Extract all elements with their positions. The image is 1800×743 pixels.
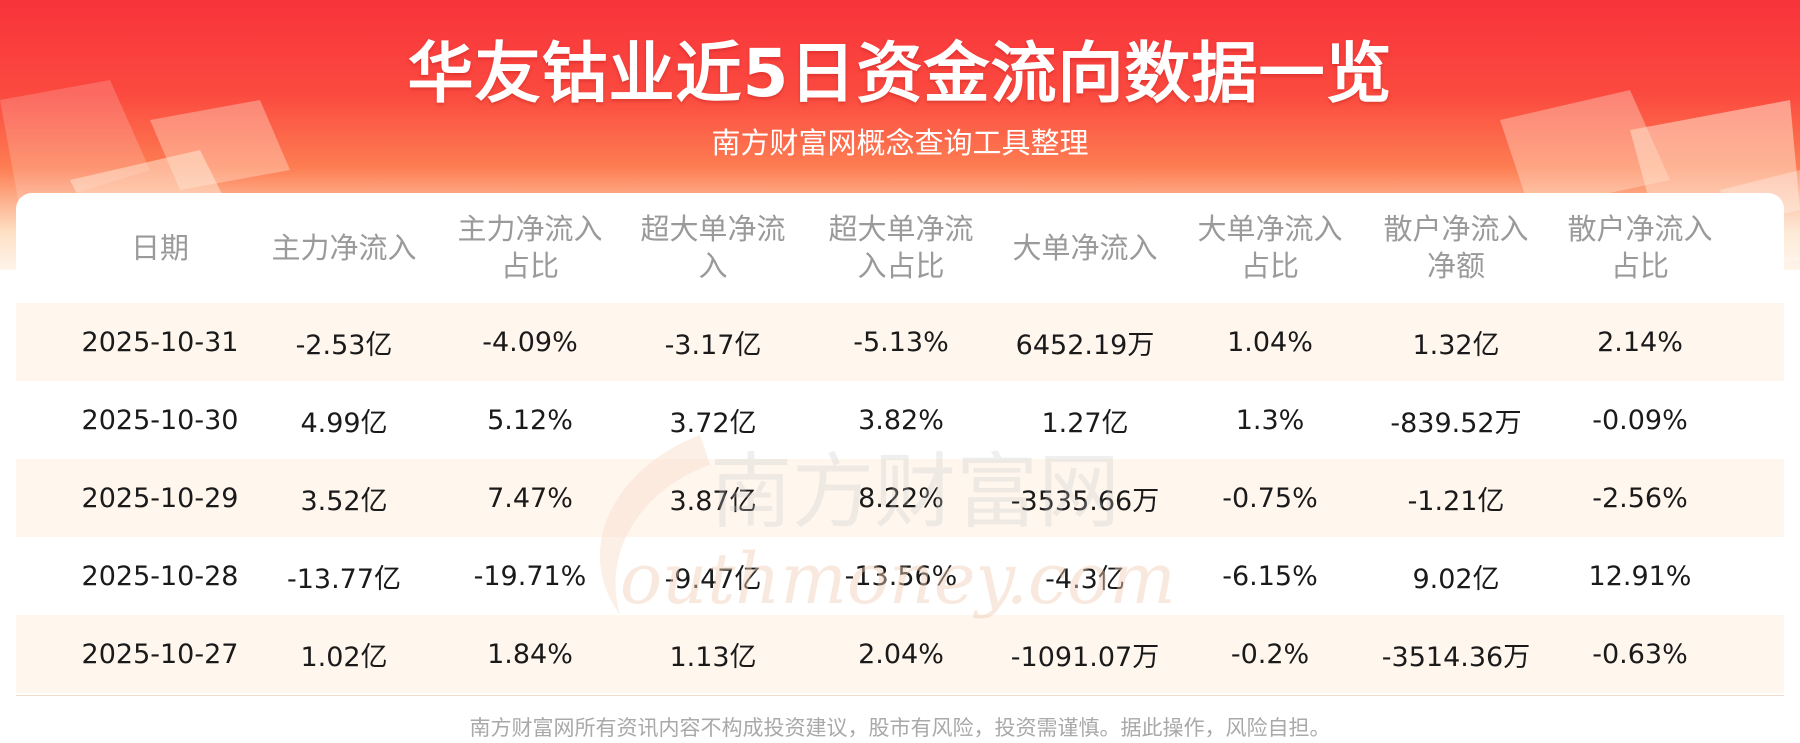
page-title: 华友钴业近5日资金流向数据一览	[407, 35, 1393, 112]
column-header-line: 入	[698, 249, 728, 283]
cell-retail-net-inflow-ratio: -0.63%	[1592, 638, 1688, 670]
column-header-date: 日期	[69, 193, 251, 303]
column-header-line: 占比	[500, 249, 559, 283]
column-header-retail-net-inflow: 散户净流入 净额	[1365, 193, 1547, 303]
cell-large-net-inflow-ratio: 1.04%	[1227, 326, 1313, 358]
cell-retail-net-inflow: -839.52万	[1390, 407, 1522, 439]
cell-super-large-net-inflow: 3.87亿	[669, 485, 757, 517]
column-header-line: 净额	[1426, 249, 1485, 283]
cell-retail-net-inflow-ratio: -0.09%	[1592, 404, 1688, 436]
column-header-line: 大单净流入	[1197, 212, 1343, 246]
table-row: 2025-10-30 4.99亿 5.12% 3.72亿 3.82% 1.27亿 1.3% -…	[16, 381, 1784, 459]
cell-retail-net-inflow: -3514.36万	[1381, 641, 1531, 673]
column-header-line: 主力净流入	[271, 230, 417, 265]
page-subtitle: 南方财富网概念查询工具整理	[711, 126, 1089, 160]
cell-retail-net-inflow-ratio: 12.91%	[1588, 560, 1692, 592]
table-row: 2025-10-27 1.02亿 1.84% 1.13亿 2.04% -1091.07万 -…	[16, 615, 1784, 693]
cell-large-net-inflow-ratio: 1.3%	[1235, 404, 1305, 436]
column-header-line: 大单净流入	[1012, 230, 1158, 265]
cell-super-large-net-inflow-ratio: 2.04%	[858, 638, 944, 670]
column-header-large-net-inflow-ratio: 大单净流入 占比	[1179, 193, 1361, 303]
cell-large-net-inflow-ratio: -6.15%	[1222, 560, 1318, 592]
cell-large-net-inflow: 6452.19万	[1015, 329, 1155, 361]
column-header-large-net-inflow: 大单净流入	[994, 193, 1176, 303]
cell-main-net-inflow: 1.02亿	[300, 641, 388, 673]
cell-super-large-net-inflow: -3.17亿	[664, 329, 762, 361]
column-header-main-net-inflow: 主力净流入	[253, 193, 435, 303]
cell-main-net-inflow-ratio: 5.12%	[487, 404, 573, 436]
column-header-line: 占比	[1240, 249, 1299, 283]
column-header-line: 超大单净流	[828, 212, 974, 246]
column-header-line: 散户净流入	[1383, 212, 1529, 246]
table-row: 2025-10-28 -13.77亿 -19.71% -9.47亿 -13.56% -4.…	[16, 537, 1784, 615]
cell-date: 2025-10-29	[81, 482, 239, 514]
column-header-super-large-net-inflow-ratio: 超大单净流 入占比	[810, 193, 992, 303]
cell-main-net-inflow-ratio: -19.71%	[473, 560, 587, 592]
cell-retail-net-inflow-ratio: -2.56%	[1592, 482, 1688, 514]
column-header-line: 超大单净流	[640, 212, 786, 246]
cell-main-net-inflow: 4.99亿	[300, 407, 388, 439]
watermark-logo: 南方财富网 outhmoney.com	[599, 435, 1176, 620]
table-row: 2025-10-29 3.52亿 7.47% 3.87亿 8.22% -3535.66万 -…	[16, 459, 1784, 537]
cell-super-large-net-inflow-ratio: 3.82%	[858, 404, 944, 436]
column-header-line: 主力净流入	[457, 212, 603, 246]
footer-disclaimer: 南方财富网所有资讯内容不构成投资建议，股市有风险，投资需谨慎。据此操作，风险自担…	[469, 716, 1331, 740]
cell-date: 2025-10-31	[81, 326, 239, 358]
cell-main-net-inflow: -2.53亿	[295, 329, 393, 361]
column-header-retail-net-inflow-ratio: 散户净流入 占比	[1549, 193, 1731, 303]
cell-super-large-net-inflow: 3.72亿	[669, 407, 757, 439]
cell-main-net-inflow-ratio: -4.09%	[482, 326, 578, 358]
cell-date: 2025-10-27	[81, 638, 239, 670]
cell-retail-net-inflow: -1.21亿	[1407, 485, 1505, 517]
cell-retail-net-inflow: 1.32亿	[1412, 329, 1500, 361]
watermark-text-en: outhmoney.com	[620, 538, 1176, 620]
footer-divider	[16, 695, 1784, 696]
cell-large-net-inflow-ratio: -0.2%	[1230, 638, 1310, 670]
cell-super-large-net-inflow: 1.13亿	[669, 641, 757, 673]
cell-super-large-net-inflow-ratio: 8.22%	[858, 482, 944, 514]
cell-super-large-net-inflow-ratio: -5.13%	[853, 326, 949, 358]
fund-flow-table: 日期 主力净流入 主力净流入 占比 超大单净流入超大单净流 入占比 大单净流入 大单净流入 占比…	[16, 193, 1784, 693]
cell-main-net-inflow: -13.77亿	[286, 563, 402, 595]
cell-retail-net-inflow: 9.02亿	[1412, 563, 1500, 595]
table-header-row: 日期 主力净流入 主力净流入 占比 超大单净流入超大单净流 入占比 大单净流入 大单净流入 占比…	[16, 193, 1784, 303]
column-header-line: 入占比	[857, 249, 945, 283]
cell-main-net-inflow: 3.52亿	[300, 485, 388, 517]
table-row: 2025-10-31 -2.53亿 -4.09% -3.17亿 -5.13% 6452.1…	[16, 303, 1784, 381]
cell-main-net-inflow-ratio: 7.47%	[487, 482, 573, 514]
cell-large-net-inflow: -1091.07万	[1010, 641, 1160, 673]
watermark-text-cn: 南方财富网	[710, 445, 1120, 540]
cell-super-large-net-inflow-ratio: -13.56%	[844, 560, 958, 592]
column-header-super-large-net-inflow: 超大单净流入	[622, 193, 804, 303]
cell-large-net-inflow: -4.3亿	[1045, 563, 1125, 595]
cell-date: 2025-10-28	[81, 560, 239, 592]
cell-large-net-inflow: -3535.66万	[1010, 485, 1160, 517]
cell-large-net-inflow-ratio: -0.75%	[1222, 482, 1318, 514]
column-header-line: 散户净流入	[1567, 212, 1713, 246]
cell-super-large-net-inflow: -9.47亿	[664, 563, 762, 595]
column-header-main-net-inflow-ratio: 主力净流入 占比	[439, 193, 621, 303]
column-header-line: 日期	[130, 230, 189, 265]
cell-large-net-inflow: 1.27亿	[1041, 407, 1129, 439]
cell-retail-net-inflow-ratio: 2.14%	[1597, 326, 1683, 358]
column-header-line: 占比	[1610, 249, 1669, 283]
cell-main-net-inflow-ratio: 1.84%	[487, 638, 573, 670]
cell-date: 2025-10-30	[81, 404, 239, 436]
